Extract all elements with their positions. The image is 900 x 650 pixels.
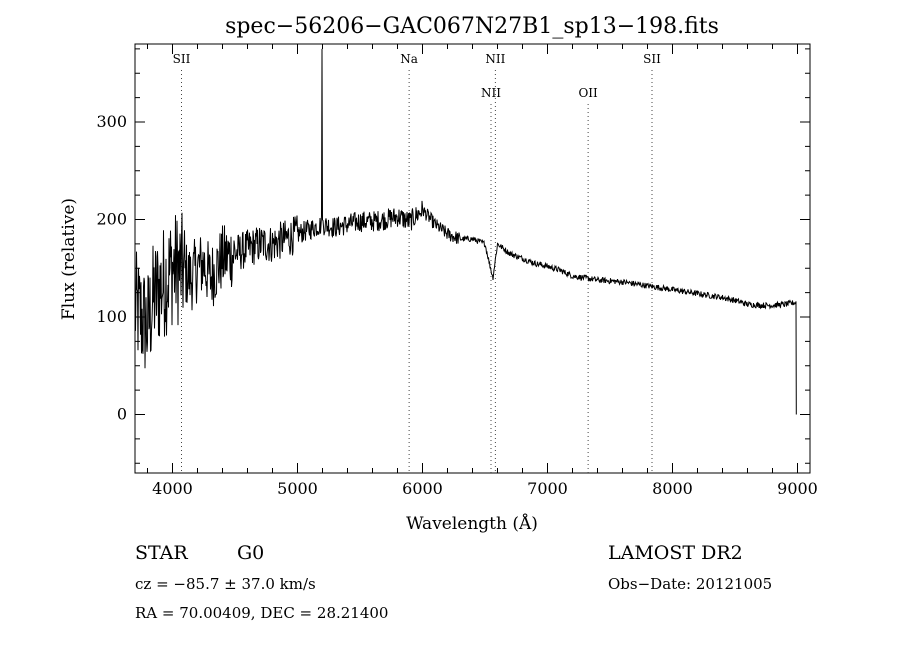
axis-ticks: 4000 5000 6000 7000 8000 9000 0 100 200 300 (96, 44, 818, 498)
y-tick-label: 0 (117, 405, 127, 424)
subclass-label: G0 (237, 542, 265, 564)
y-tick-label: 300 (96, 112, 127, 131)
x-tick-label: 5000 (277, 479, 318, 498)
line-marker-label: Na (400, 52, 418, 66)
y-axis-label: Flux (relative) (59, 198, 79, 320)
x-tick-label: 9000 (777, 479, 818, 498)
coords-text: RA = 70.00409, DEC = 28.21400 (135, 604, 389, 622)
survey-label: LAMOST DR2 (608, 542, 743, 564)
redshift-text: cz = −85.7 ± 37.0 km/s (135, 575, 316, 593)
x-tick-label: 4000 (152, 479, 193, 498)
class-label: STAR (135, 542, 188, 564)
y-tick-label: 200 (96, 210, 127, 229)
line-marker-label: OII (578, 86, 598, 100)
spectrum-line (134, 48, 797, 415)
spectral-line-markers: SII Na NII NII OII SII (173, 52, 661, 473)
y-tick-label: 100 (96, 307, 127, 326)
line-marker-label: NII (485, 52, 505, 66)
chart-title: spec−56206−GAC067N27B1_sp13−198.fits (225, 14, 719, 39)
x-tick-label: 7000 (527, 479, 568, 498)
plot-frame (134, 43, 811, 474)
obs-date-text: Obs−Date: 20121005 (608, 575, 773, 593)
line-marker-label: SII (643, 52, 661, 66)
line-marker-label: SII (173, 52, 191, 66)
x-tick-label: 6000 (402, 479, 443, 498)
x-tick-label: 8000 (652, 479, 693, 498)
line-marker-label: NII (481, 86, 501, 100)
x-axis-label: Wavelength (Å) (406, 513, 538, 534)
